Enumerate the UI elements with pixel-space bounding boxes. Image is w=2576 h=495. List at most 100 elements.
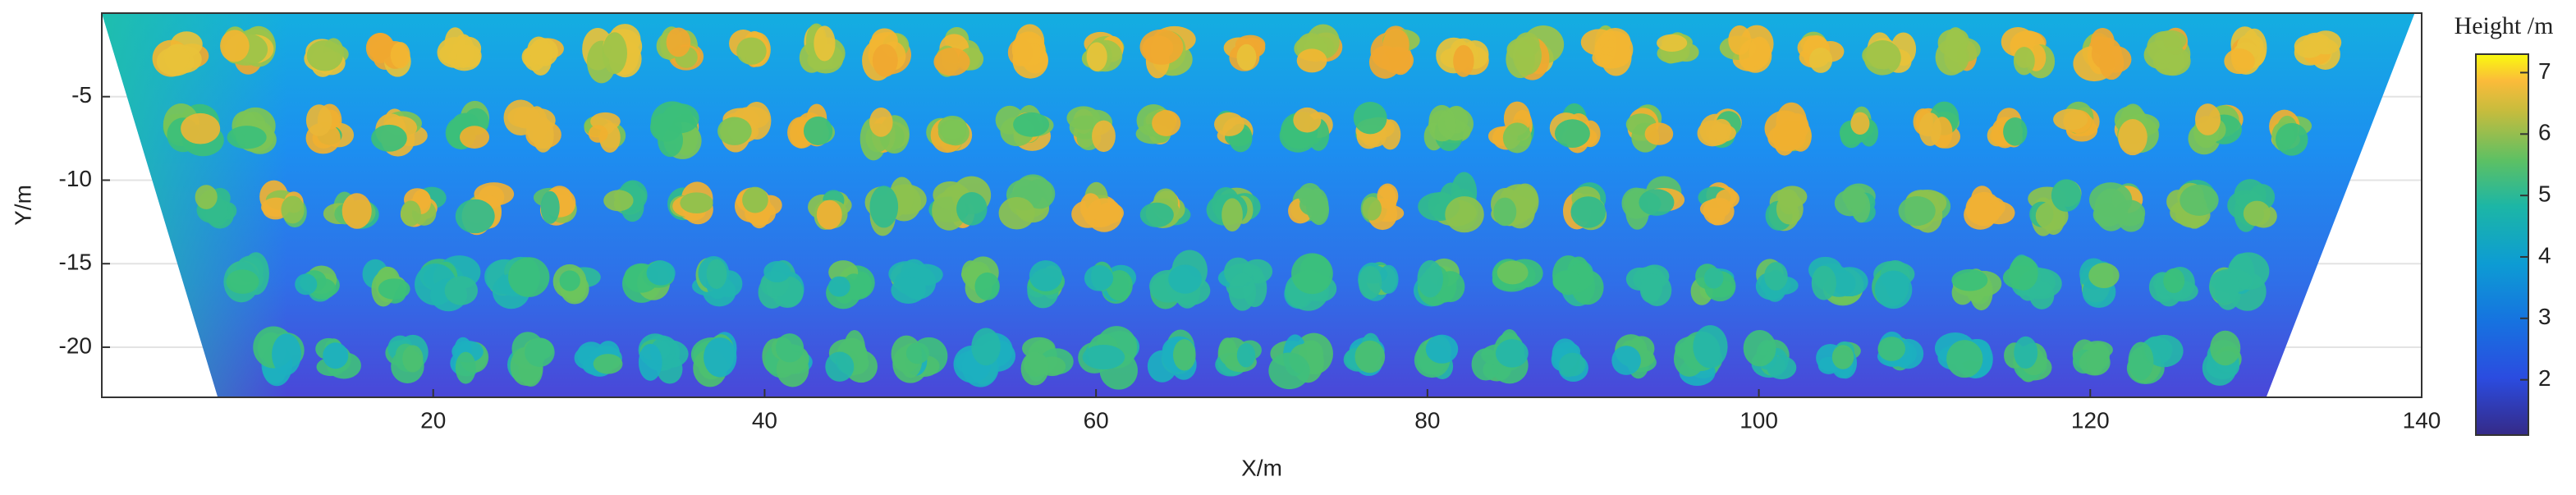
tree-crown (828, 276, 850, 297)
tree-crown (1228, 273, 1257, 311)
tree-crown (2210, 330, 2241, 366)
tree-crown (1749, 36, 1771, 68)
tree-crown (1728, 25, 1752, 55)
tree-crown (401, 200, 421, 227)
tree-crown (295, 273, 318, 296)
x-tick-label: 100 (1739, 407, 1778, 433)
tree-crown (1831, 345, 1854, 369)
tree-crown (816, 199, 842, 230)
tree-crown (1863, 40, 1901, 76)
tree-crown (1236, 342, 1256, 368)
tree-crown (1354, 340, 1386, 374)
y-tick-label: -10 (59, 166, 92, 191)
colorbar-tick-label: 4 (2538, 242, 2551, 268)
tree-crown (2243, 200, 2271, 227)
tree-crown (1639, 189, 1675, 216)
tree-crown (455, 199, 495, 234)
tree-crown (1293, 107, 1322, 133)
tree-crown (1644, 122, 1674, 145)
tree-crown (1453, 44, 1474, 77)
tree-crown (1497, 260, 1529, 285)
tree-crown (402, 345, 424, 373)
tree-crown (1012, 43, 1049, 79)
tree-crown (1640, 273, 1663, 302)
tree-crown (227, 126, 267, 149)
x-tick-label: 140 (2403, 407, 2441, 433)
tree-crown (1425, 334, 1459, 364)
colorbar (2475, 53, 2529, 436)
colorbar-tick-label: 3 (2538, 304, 2551, 329)
tree-crown (776, 333, 804, 363)
x-tick-label: 80 (1414, 407, 1440, 433)
tree-crown (540, 190, 560, 224)
x-tick-label: 60 (1084, 407, 1109, 433)
tree-crown (525, 337, 555, 367)
tree-crown (306, 39, 343, 71)
tree-crown (602, 32, 628, 75)
tree-crown (1417, 260, 1443, 298)
tree-crown (1767, 355, 1797, 380)
colorbar-tick-label: 7 (2538, 58, 2551, 84)
tree-crown (1964, 199, 1997, 230)
tree-crown (2145, 334, 2184, 368)
tree-crown (2128, 341, 2154, 381)
tree-crown (1502, 122, 1532, 154)
tree-crown (164, 47, 190, 71)
tree-crown (1079, 193, 1102, 222)
tree-crown (525, 106, 548, 144)
tree-crown (2094, 188, 2129, 231)
tree-crown (1377, 183, 1399, 209)
tree-crown (2053, 108, 2088, 131)
tree-crown (704, 337, 737, 378)
colorbar-tick-label: 2 (2538, 365, 2551, 391)
tree-crown (1657, 34, 1688, 52)
tree-crown (1493, 197, 1517, 227)
tree-crown (1029, 260, 1063, 291)
tree-crown (1703, 267, 1724, 289)
tree-crown (2090, 28, 2115, 56)
tree-crown (803, 116, 833, 145)
tree-crown (390, 42, 410, 69)
tree-crown (933, 48, 970, 76)
tree-crown (1378, 264, 1399, 294)
tree-crown (937, 119, 967, 145)
tree-crown (1898, 195, 1936, 227)
tree-crown (872, 44, 898, 77)
tree-crown (1918, 112, 1941, 146)
tree-crown (736, 37, 767, 65)
y-tick-label: -5 (71, 82, 92, 108)
tree-crown (226, 269, 259, 294)
tree-crown (2180, 184, 2219, 216)
tree-crown (1222, 198, 1243, 232)
tree-crown (2276, 122, 2308, 156)
tree-crown (1139, 29, 1184, 65)
tree-crown (1013, 112, 1050, 137)
tree-crown (1764, 110, 1805, 147)
tree-crown (1353, 101, 1387, 135)
tree-crown (2224, 48, 2255, 75)
tree-crown (2208, 271, 2239, 304)
tree-crown (891, 277, 926, 304)
tree-crown (1086, 42, 1107, 71)
tree-crown (1951, 268, 1988, 291)
tree-crown (1082, 345, 1125, 370)
tree-crown (1811, 265, 1836, 300)
tree-crown (763, 261, 791, 282)
tree-crown (869, 107, 893, 137)
tree-crown (1358, 265, 1382, 300)
tree-crown (1559, 352, 1586, 377)
tree-crown (1555, 119, 1590, 149)
tree-crown (1173, 339, 1196, 371)
tree-crown (662, 103, 699, 134)
tree-crown (341, 193, 372, 229)
tree-crown (2228, 252, 2270, 290)
tree-crown (974, 272, 1000, 300)
tree-crown (305, 104, 332, 136)
tree-crown (1445, 196, 1484, 233)
tree-crown (1874, 270, 1913, 309)
colorbar-label: Height /m (2455, 12, 2554, 39)
tree-crown (638, 343, 662, 381)
tree-crown (706, 259, 727, 289)
tree-crown (1552, 270, 1581, 293)
